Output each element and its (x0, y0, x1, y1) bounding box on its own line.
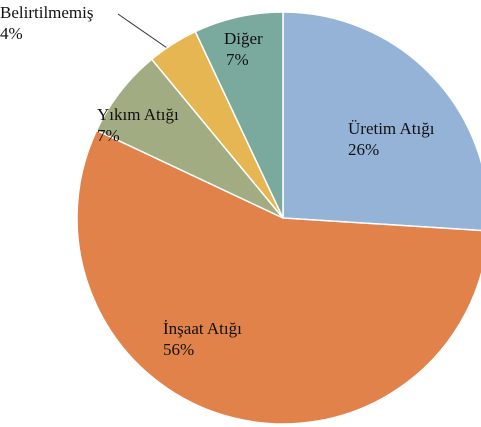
slice-value-label: 7% (226, 50, 249, 69)
pie-slice (282, 11, 481, 232)
leader-line (117, 13, 171, 51)
slice-label: İnşaat Atığı (163, 319, 242, 338)
pie-slice (194, 11, 284, 219)
pie-slice (76, 129, 481, 425)
slice-label: Diğer (224, 29, 263, 48)
slice-label: Üretim Atığı (348, 119, 435, 138)
slice-label: Yıkım Atığı (97, 105, 179, 124)
slice-value-label: 7% (97, 126, 120, 145)
slice-value-label: 26% (348, 140, 379, 159)
slice-value-label: 4% (0, 24, 23, 43)
slice-value-label: 56% (163, 340, 194, 359)
slice-label: Belirtilmemiş (0, 3, 94, 22)
